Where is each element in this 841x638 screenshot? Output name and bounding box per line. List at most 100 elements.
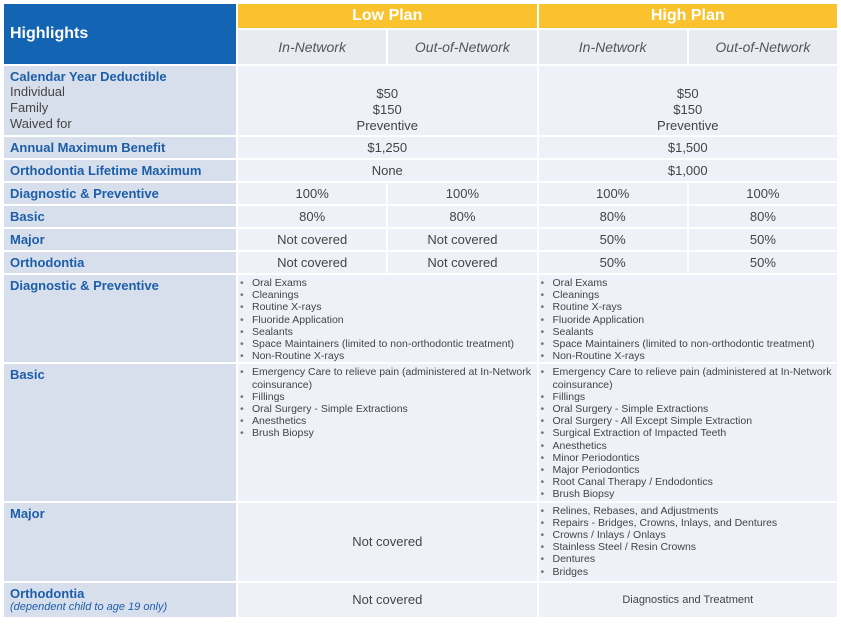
benefit-row: Basic 80% 80% 80% 80% [4, 206, 837, 227]
service-item: Routine X-rays [541, 301, 838, 313]
value-cell: 100% [388, 183, 537, 204]
service-item: Cleanings [541, 289, 838, 301]
row-sublabel: Waived for [10, 116, 72, 131]
plan-header: High Plan [538, 4, 837, 28]
service-list-cell: Emergency Care to relieve pain (administ… [238, 364, 537, 501]
value-cell: 100% [538, 183, 687, 204]
service-row: Basic Emergency Care to relieve pain (adm… [4, 364, 838, 501]
service-item: Brush Biopsy [240, 427, 537, 439]
service-item: Minor Periodontics [541, 452, 838, 464]
service-item: Dentures [541, 553, 838, 565]
row-label-text: Basic [10, 367, 45, 383]
service-list: Emergency Care to relieve pain (administ… [238, 366, 537, 439]
network-header-row: In-Network Out-of-Network In-Network Out-of… [4, 30, 837, 64]
row-label-text: Diagnostic & Preventive [10, 278, 159, 293]
service-item: Major Periodontics [541, 464, 838, 476]
value-cell: $50 $150 Preventive [538, 66, 837, 135]
row-label-text: Orthodontia [10, 255, 85, 270]
service-item: Brush Biopsy [541, 488, 838, 500]
value-cell: 80% [238, 206, 387, 227]
network-header: Out-of-Network [388, 30, 537, 64]
value-cell: Not covered [238, 229, 387, 250]
service-item: Fillings [240, 391, 537, 403]
row-label-text: Major [10, 232, 45, 247]
service-item: Space Maintainers (limited to non-orthod… [541, 338, 838, 350]
row-label: Orthodontia Lifetime Maximum [4, 160, 236, 181]
value-cell: None [238, 160, 537, 181]
service-item: Fluoride Application [541, 314, 838, 326]
corner-header: Highlights [4, 4, 236, 64]
service-item: Anesthetics [541, 440, 838, 452]
network-header: In-Network [538, 30, 687, 64]
row-label: Basic [4, 206, 236, 227]
value-cell: Not covered [238, 252, 387, 273]
benefit-row: Orthodontia Not covered Not covered 50% 50% [4, 252, 837, 273]
service-item: Anesthetics [240, 415, 537, 427]
value-cell: 80% [688, 206, 837, 227]
benefit-row: Annual Maximum Benefit $1,250 $1,500 [4, 137, 837, 158]
service-item: Oral Surgery - Simple Extractions [541, 403, 838, 415]
service-item: Cleanings [240, 289, 537, 301]
service-item: Crowns / Inlays / Onlays [541, 529, 838, 541]
service-item: Oral Surgery - Simple Extractions [240, 403, 537, 415]
service-item: Repairs - Bridges, Crowns, Inlays, and D… [541, 517, 838, 529]
row-label: Orthodontia (dependent child to age 19 on… [4, 582, 236, 617]
value-cell: Not covered [388, 229, 537, 250]
value-cell: $50 $150 Preventive [238, 66, 537, 135]
service-list-cell: Oral ExamsCleaningsRoutine X-raysFluorid… [538, 275, 838, 363]
value-cell: $1,500 [538, 137, 837, 158]
value-cell: Not covered [238, 582, 537, 617]
row-label: Diagnostic & Preventive [4, 183, 236, 204]
network-header: In-Network [238, 30, 387, 64]
row-label-text: Diagnostic & Preventive [10, 186, 159, 201]
value-cell: 50% [688, 252, 837, 273]
value-cell: $1,000 [538, 160, 837, 181]
service-list-cell: Emergency Care to relieve pain (administ… [538, 364, 838, 501]
value-cell: Diagnostics and Treatment [538, 582, 837, 617]
service-item: Fillings [541, 391, 838, 403]
service-item: Emergency Care to relieve pain (administ… [240, 366, 537, 390]
row-label: Basic [4, 364, 236, 501]
row-label: Diagnostic & Preventive [4, 275, 236, 363]
service-item: Non-Routine X-rays [541, 350, 838, 362]
row-label-text: Orthodontia Lifetime Maximum [10, 163, 202, 178]
value-cell: 50% [538, 252, 687, 273]
service-list-cell: Oral ExamsCleaningsRoutine X-raysFluorid… [238, 275, 537, 363]
row-label-text: Basic [10, 209, 45, 224]
service-item: Routine X-rays [240, 301, 537, 313]
value-cell: $1,250 [238, 137, 537, 158]
service-list: Oral ExamsCleaningsRoutine X-raysFluorid… [539, 277, 838, 363]
service-list: Relines, Rebases, and AdjustmentsRepairs… [539, 505, 838, 578]
value-cell: 80% [538, 206, 687, 227]
row-label-text: Major [10, 505, 45, 521]
service-item: Oral Exams [541, 277, 838, 289]
service-item: Bridges [541, 566, 838, 578]
service-list-cell: Relines, Rebases, and AdjustmentsRepairs… [538, 502, 838, 581]
row-label-text: Annual Maximum Benefit [10, 140, 166, 155]
service-item: Stainless Steel / Resin Crowns [541, 541, 838, 553]
row-sublabel: Individual [10, 84, 65, 99]
service-item: Oral Exams [240, 277, 537, 289]
service-item: Sealants [240, 326, 537, 338]
service-list: Emergency Care to relieve pain (administ… [539, 366, 838, 500]
value-cell: 50% [538, 229, 687, 250]
row-label: Major [4, 502, 236, 581]
benefit-row: Orthodontia Lifetime Maximum None $1,000 [4, 160, 837, 181]
service-row: Diagnostic & PreventiveOral ExamsCleanin… [4, 275, 838, 363]
plan-header-row: Highlights Low Plan High Plan [4, 4, 837, 64]
value-cell: Not covered [388, 252, 537, 273]
service-item: Relines, Rebases, and Adjustments [541, 505, 838, 517]
service-item: Surgical Extraction of Impacted Teeth [541, 427, 838, 439]
value-line: Preventive [657, 117, 719, 133]
service-item: Fluoride Application [240, 314, 537, 326]
value-cell: Not covered [238, 502, 537, 581]
row-label: Calendar Year Deductible Individual Family… [4, 66, 236, 135]
row-label-text: Orthodontia [10, 585, 85, 601]
value-cell: 50% [688, 229, 837, 250]
row-label: Major [4, 229, 236, 250]
service-item: Non-Routine X-rays [240, 350, 537, 362]
value-cell: 100% [688, 183, 837, 204]
network-header: Out-of-Network [688, 30, 837, 64]
value-line: $50 [376, 85, 399, 101]
